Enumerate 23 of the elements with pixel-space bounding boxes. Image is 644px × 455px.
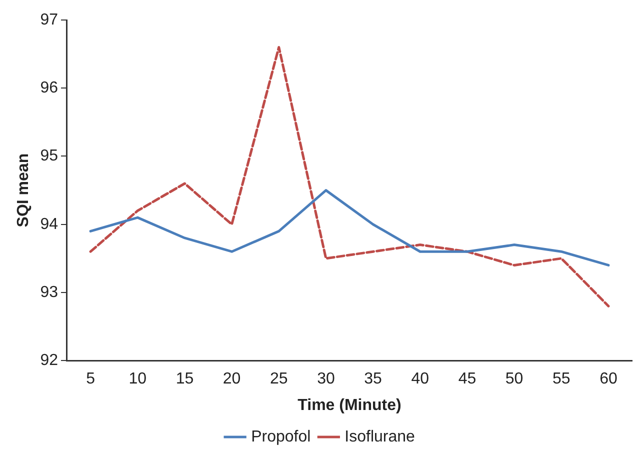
y-tick-label: 92 [40,352,58,370]
line-series [89,46,610,308]
x-tick-label: 50 [505,370,524,388]
y-tick-label: 95 [40,148,58,165]
y-tick-label: 94 [40,216,58,233]
x-tick-label: 5 [86,370,96,388]
y-tick-label: 96 [40,80,58,97]
legend-label: Propofol [251,428,311,446]
x-tick-label: 45 [458,370,476,388]
y-tick-label: 97 [40,11,58,28]
x-tick-label: 30 [317,370,335,388]
x-tick-label: 60 [600,370,618,388]
x-tick-label: 55 [552,370,570,388]
y-axis-title: SQI mean [15,153,32,228]
x-tick-label: 40 [411,370,430,388]
x-tick-label: 35 [364,370,382,388]
x-tick-label: 15 [176,370,194,388]
x-axis-title: Time (Minute) [298,396,402,414]
x-tick-label: 10 [128,370,147,388]
x-tick-label: 20 [222,370,241,388]
y-tick-label: 93 [40,284,58,301]
x-tick-label: 25 [270,370,288,388]
legend-label: Isoflurane [344,428,416,446]
